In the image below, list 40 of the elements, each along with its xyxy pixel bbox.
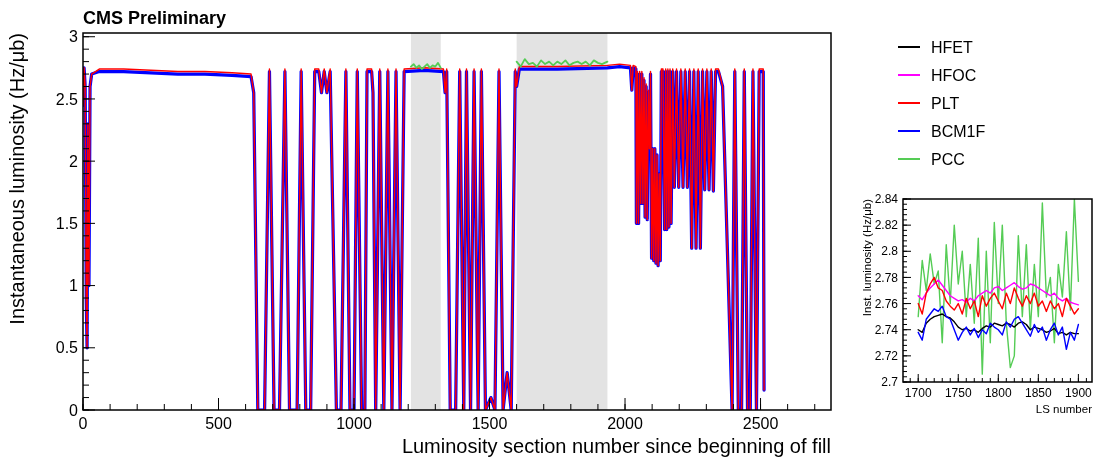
legend-label: PCC <box>931 150 965 168</box>
x-tick-label: 1500 <box>471 415 508 432</box>
legend-label: PLT <box>931 94 960 112</box>
x-axis-title: Luminosity section number since beginning of fill <box>401 435 831 457</box>
x-tick-label: 1850 <box>1024 386 1053 400</box>
line-series <box>917 305 1080 351</box>
y-tick-label: 0 <box>69 401 79 419</box>
line-series <box>917 276 1080 318</box>
line-series <box>917 199 1080 375</box>
y-tick-label: 2.8 <box>881 244 899 259</box>
y-tick-label: 2.7 <box>881 375 899 390</box>
x-tick-label: 1700 <box>904 386 932 400</box>
chart-title: CMS Preliminary <box>83 8 227 28</box>
y-tick-label: 2.76 <box>874 296 899 311</box>
x-tick-label: 1800 <box>984 386 1012 400</box>
y-tick-label: 1.5 <box>55 214 79 232</box>
x-tick-label: 1900 <box>1065 386 1093 400</box>
y-tick-label: 2.74 <box>874 322 899 337</box>
y-tick-label: 2.78 <box>874 270 899 285</box>
y-tick-label: 1 <box>69 277 79 295</box>
x-axis-title: LS number <box>1035 402 1093 415</box>
y-axis-title: Instantaneous luminosity (Hz/μb) <box>6 33 28 325</box>
y-tick-label: 2.72 <box>874 349 899 364</box>
x-tick-label: 2000 <box>607 415 643 432</box>
line-series <box>917 279 1080 306</box>
x-tick-label: 1750 <box>944 386 972 400</box>
legend-label: HFET <box>931 38 973 56</box>
y-axis-title: Inst. luminosity (Hz/μb) <box>861 198 873 317</box>
x-tick-label: 1000 <box>336 415 372 432</box>
y-tick-label: 2 <box>69 152 79 170</box>
y-tick-label: 3 <box>69 28 79 46</box>
legend-label: BCM1F <box>931 122 986 140</box>
y-tick-label: 0.5 <box>55 339 79 357</box>
x-tick-label: 2500 <box>742 415 779 432</box>
x-tick-label: 500 <box>205 415 232 432</box>
y-tick-label: 2.82 <box>874 218 899 233</box>
y-tick-label: 2.5 <box>55 90 79 108</box>
y-tick-label: 2.84 <box>874 192 899 207</box>
legend-label: HFOC <box>931 66 977 84</box>
line-series <box>917 313 1080 336</box>
